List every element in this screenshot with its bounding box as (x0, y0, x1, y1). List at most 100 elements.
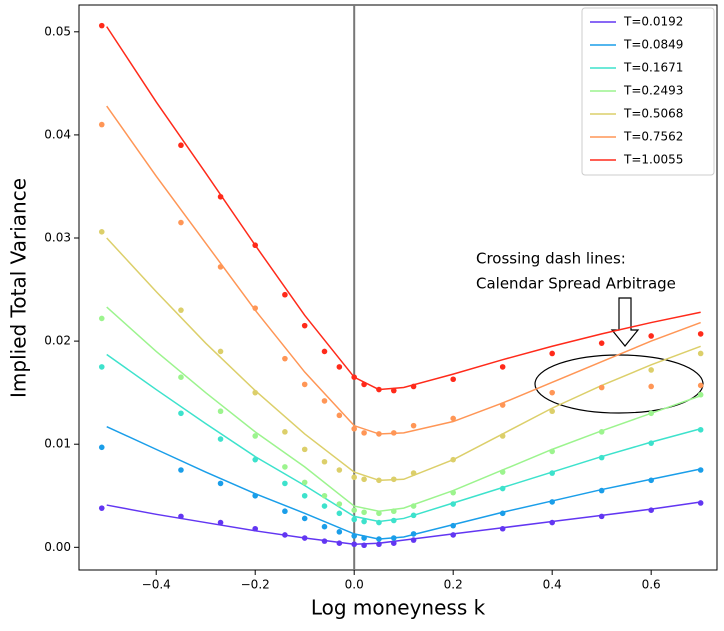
market-point (361, 430, 367, 436)
legend-label: T=0.2493 (623, 84, 683, 98)
market-point (697, 426, 704, 433)
y-tick-label: 0.04 (44, 127, 71, 141)
annotation: Calendar Spread Arbitrage (476, 275, 676, 293)
market-point (351, 533, 357, 539)
market-point (336, 540, 343, 546)
market-point (697, 391, 704, 398)
market-point (376, 541, 382, 548)
market-point (361, 509, 367, 516)
market-point (376, 510, 382, 517)
market-point (217, 480, 224, 487)
market-point (549, 470, 555, 476)
market-point (376, 431, 382, 437)
market-point (282, 480, 288, 487)
market-point (376, 519, 382, 526)
x-axis-label: Log moneyness k (311, 596, 486, 620)
y-tick-label: 0.03 (44, 231, 71, 245)
market-point (390, 535, 397, 541)
market-point (390, 387, 397, 394)
market-point (217, 436, 224, 442)
market-point (390, 540, 397, 546)
market-point (390, 517, 397, 524)
market-point (549, 408, 555, 415)
market-point (697, 350, 704, 357)
market-point (648, 440, 654, 446)
market-point (410, 503, 417, 509)
market-point (98, 505, 105, 511)
market-point (252, 389, 259, 396)
legend-label: T=0.7562 (623, 130, 683, 144)
market-point (410, 537, 417, 543)
market-point (301, 479, 308, 486)
market-point (98, 444, 105, 451)
market-point (217, 193, 224, 200)
market-point (697, 467, 704, 473)
market-point (351, 541, 357, 548)
market-point (252, 525, 259, 532)
market-point (361, 476, 367, 483)
y-tick-label: 0.05 (44, 24, 71, 38)
legend-label: T=0.0849 (623, 38, 683, 52)
market-point (282, 355, 288, 362)
market-point (648, 477, 654, 484)
market-point (450, 376, 456, 383)
market-point (450, 532, 456, 538)
market-point (252, 456, 259, 463)
market-point (321, 398, 328, 404)
market-point (351, 374, 357, 380)
market-point (549, 389, 555, 396)
market-point (321, 348, 328, 355)
market-point (351, 425, 357, 432)
market-point (450, 489, 456, 496)
market-point (648, 507, 654, 514)
fit-line (106, 26, 701, 391)
market-point (301, 515, 308, 522)
market-point (98, 315, 105, 322)
y-tick-label: 0.02 (44, 334, 71, 348)
market-point (499, 525, 506, 532)
market-point (252, 492, 259, 499)
market-point (178, 513, 184, 520)
market-point (390, 508, 397, 515)
market-point (282, 291, 288, 298)
market-point (598, 340, 605, 346)
market-point (376, 386, 382, 393)
plot-frame (78, 4, 718, 571)
market-point (217, 348, 224, 355)
market-point (178, 307, 184, 313)
market-point (648, 367, 654, 373)
market-point (450, 522, 456, 529)
market-point (598, 429, 605, 435)
market-point (410, 531, 417, 537)
market-point (178, 410, 184, 417)
market-point (301, 446, 308, 453)
market-point (697, 331, 704, 337)
market-point (336, 467, 343, 473)
market-point (598, 384, 605, 391)
market-point (376, 536, 382, 542)
market-point (178, 374, 184, 380)
legend-label: T=1.0055 (623, 153, 683, 167)
market-point (301, 322, 308, 329)
market-point (390, 430, 397, 436)
market-point (450, 415, 456, 422)
market-point (217, 519, 224, 526)
y-tick-label: 0.01 (44, 437, 71, 451)
y-axis-label: Implied Total Variance (7, 178, 31, 398)
market-point (336, 510, 343, 517)
fit-line (106, 353, 701, 523)
market-point (336, 529, 343, 535)
market-point (361, 381, 367, 388)
market-point (178, 142, 184, 149)
market-point (361, 535, 367, 541)
market-point (697, 382, 704, 389)
x-tick-label: 0.2 (444, 578, 463, 592)
market-point (336, 412, 343, 419)
y-tick-label: 0.00 (44, 540, 71, 554)
market-point (361, 518, 367, 525)
market-point (549, 350, 555, 357)
market-point (178, 219, 184, 226)
market-point (351, 507, 357, 514)
market-point (321, 492, 328, 499)
